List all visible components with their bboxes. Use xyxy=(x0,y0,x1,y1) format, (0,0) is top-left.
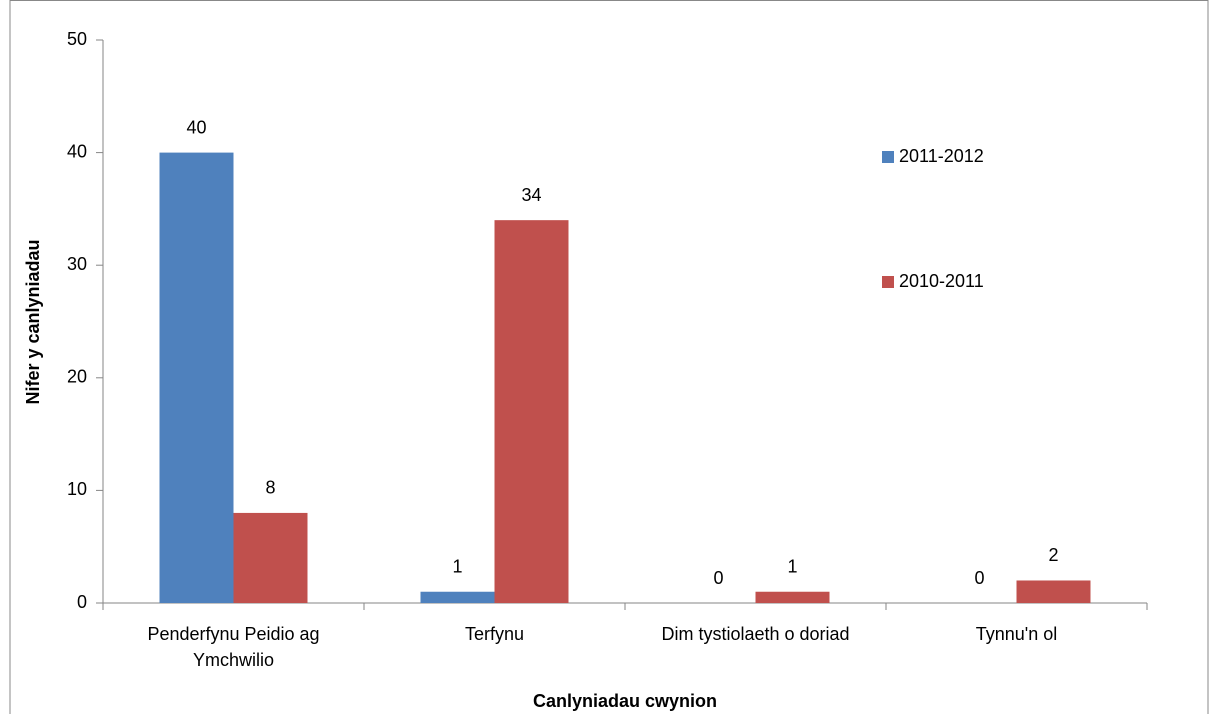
y-tick-label: 40 xyxy=(67,141,87,161)
data-label: 1 xyxy=(452,556,462,576)
y-tick-label: 50 xyxy=(67,29,87,49)
legend-label: 2011-2012 xyxy=(899,146,984,166)
bar xyxy=(420,591,495,603)
data-label: 0 xyxy=(713,568,723,588)
bar xyxy=(494,220,569,603)
x-tick-label: Dim tystiolaeth o doriad xyxy=(661,624,850,644)
bar xyxy=(233,512,308,603)
y-tick-label: 10 xyxy=(67,479,87,499)
legend-swatch xyxy=(882,276,894,288)
data-label: 8 xyxy=(265,478,275,498)
y-tick-label: 30 xyxy=(67,254,87,274)
y-tick-label: 0 xyxy=(77,592,87,612)
bar xyxy=(755,591,830,603)
bar xyxy=(159,152,234,603)
chart-frame xyxy=(9,0,1209,714)
data-label: 34 xyxy=(521,185,541,205)
data-label: 1 xyxy=(787,556,797,576)
x-tick-label: Penderfynu Peidio ag Ymchwilio xyxy=(147,624,320,670)
x-tick-label: Tynnu'n ol xyxy=(975,624,1058,644)
legend-swatch xyxy=(882,151,894,163)
data-label: 0 xyxy=(974,568,984,588)
x-axis-label: Canlyniadau cwynion xyxy=(533,691,717,711)
data-label: 2 xyxy=(1048,545,1058,565)
y-tick-label: 20 xyxy=(67,367,87,387)
data-label: 40 xyxy=(186,117,206,137)
y-axis-label: Nifer y canlyniadau xyxy=(23,239,43,404)
legend-label: 2010-2011 xyxy=(899,271,984,291)
x-tick-label: Terfynu xyxy=(464,624,525,644)
bar xyxy=(1016,580,1091,603)
